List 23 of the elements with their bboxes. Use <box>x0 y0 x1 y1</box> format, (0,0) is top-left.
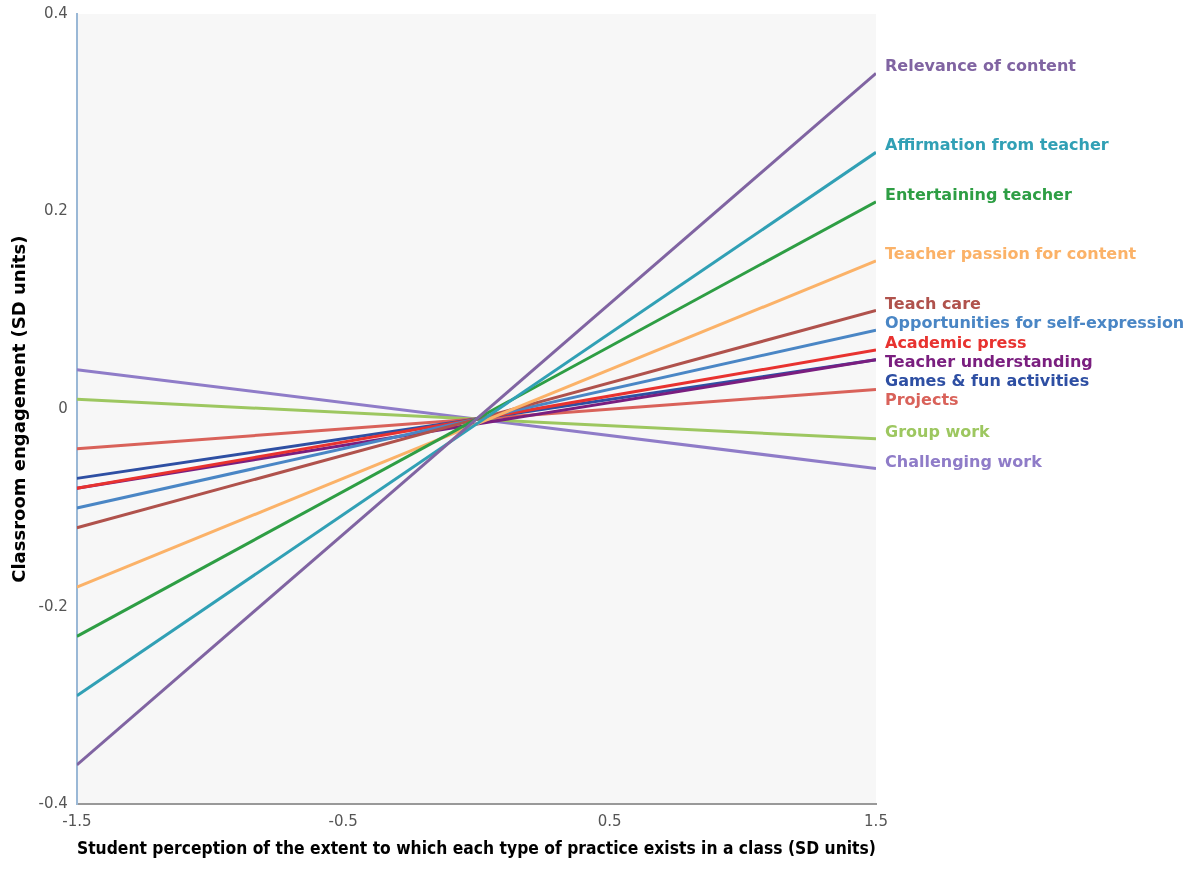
series-label: Group work <box>885 422 991 441</box>
y-tick-label: -0.4 <box>38 794 68 813</box>
series-label: Entertaining teacher <box>885 184 1072 204</box>
series-label: Opportunities for self-expression <box>885 313 1185 333</box>
series-label: Teach care <box>885 293 982 313</box>
series-label: Academic press <box>885 333 1027 353</box>
y-tick-label: -0.2 <box>38 596 68 615</box>
x-axis-title: Student perception of the extent to which each type of practice exists in a class (SD units) <box>76 836 876 859</box>
series-label: Affirmation from teacher <box>885 135 1109 155</box>
series-label: Teacher understanding <box>885 352 1093 372</box>
y-tick-label: 0 <box>58 399 68 418</box>
x-tick-label: -0.5 <box>328 812 358 831</box>
x-tick-label: 1.5 <box>864 812 888 831</box>
series-label: Games & fun activities <box>885 371 1090 391</box>
x-tick-label: -1.5 <box>62 812 92 831</box>
series-label: Challenging work <box>885 451 1043 471</box>
y-tick-label: 0.4 <box>44 3 68 22</box>
series-label: Teacher passion for content <box>885 244 1137 264</box>
y-axis-title: Classroom engagement (SD units) <box>8 235 30 583</box>
series-label: Relevance of content <box>885 56 1077 76</box>
x-tick-label: 0.5 <box>597 812 622 831</box>
series-label: Projects <box>885 390 959 410</box>
y-tick-label: 0.2 <box>44 201 68 220</box>
